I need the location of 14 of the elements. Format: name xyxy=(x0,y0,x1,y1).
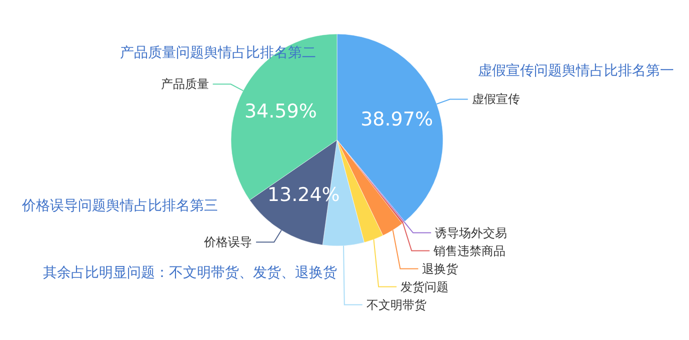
slice-label: 诱导场外交易 xyxy=(435,226,508,240)
text: 虚假宣传问题舆情占比排名第一 xyxy=(478,63,674,79)
slice-label: 不文明带货 xyxy=(366,298,426,312)
slice-label: 发货问题 xyxy=(400,280,449,294)
slice-label: 销售违禁商品 xyxy=(432,244,506,258)
slice-label: 产品质量 xyxy=(160,77,209,92)
slice-label: 退换货 xyxy=(422,262,458,276)
slice-label: 虚假宣传 xyxy=(472,92,520,106)
text: 价格误导问题舆情占比排名第三 xyxy=(21,198,218,214)
text: 产品质量问题舆情占比排名第二 xyxy=(120,45,316,61)
data-label: 34.59% xyxy=(244,100,317,122)
data-label: 38.97% xyxy=(360,108,434,130)
text: 其余占比明显问题：不文明带货、发货、退换货 xyxy=(43,265,337,281)
slice-label: 价格误导 xyxy=(203,235,252,250)
